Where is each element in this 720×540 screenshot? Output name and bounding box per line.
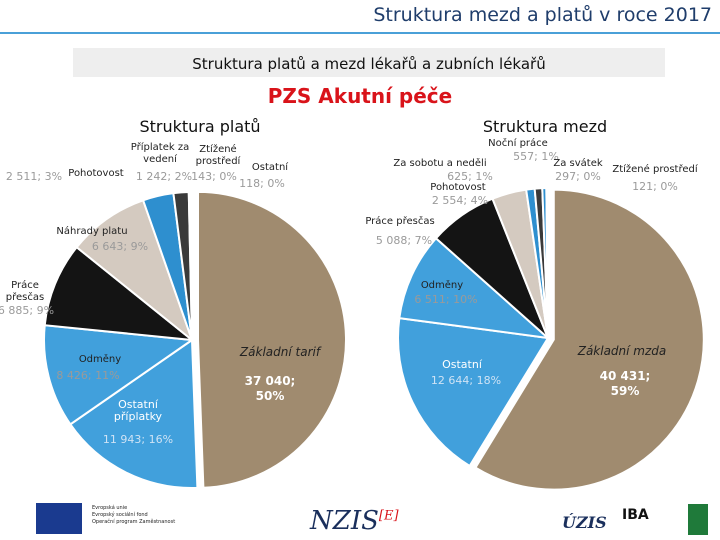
slice-value: 6 511; 10%: [414, 293, 477, 306]
slice-label: přesčas: [6, 291, 44, 303]
pie-slice: [68, 338, 199, 489]
slice-value: 6 885; 9%: [0, 304, 54, 317]
eu-text-line: Evropská unie: [92, 505, 128, 511]
slice-value: 143; 0%: [191, 170, 237, 183]
pie-slice: [196, 190, 347, 489]
slice-value: 121; 0%: [632, 180, 678, 193]
section-title: PZS Akutní péče: [267, 84, 453, 108]
slice-value: 12 644; 18%: [431, 374, 501, 387]
slice-value: 5 088; 7%: [376, 234, 432, 247]
slice-label: příplatky: [114, 410, 163, 423]
slice-label: Za sobotu a neděli: [393, 157, 486, 169]
iba-logo: IBA: [622, 507, 649, 523]
slice-label: Práce přesčas: [365, 215, 434, 227]
pie-slice: [545, 186, 549, 339]
slice-label: Práce: [11, 279, 39, 291]
title-divider: [0, 32, 720, 34]
pie-slice: [397, 317, 550, 468]
slice-value: 37 040;: [245, 374, 296, 388]
right-chart-title: Struktura mezd: [482, 117, 608, 136]
slice-label: Noční práce: [488, 137, 548, 149]
slice-value: 6 643; 9%: [92, 240, 148, 253]
slice-label: Ztížené: [199, 143, 236, 155]
slice-label: Ostatní: [442, 358, 483, 371]
pie-slice: [189, 190, 193, 341]
slice-label: Za svátek: [553, 157, 602, 169]
slice-value: 40 431;: [600, 369, 651, 383]
pie-slice: [398, 236, 552, 340]
slice-label: prostředí: [196, 155, 242, 167]
slice-value: 297; 0%: [555, 170, 601, 183]
subtitle-band: [73, 48, 665, 77]
slice-label: Náhrady platu: [56, 225, 127, 237]
eu-text-line: Operační program Zaměstnanost: [92, 519, 176, 525]
slice-label: Ostatní: [252, 161, 289, 173]
slice-label: Pohotovost: [430, 182, 486, 193]
slice-label: Ztížené prostředí: [612, 163, 699, 175]
slice-value: 2 554; 4%: [432, 194, 488, 207]
slice-label: vedení: [143, 153, 178, 165]
mu-logo: [688, 504, 708, 535]
pie-slice: [75, 199, 195, 343]
slice-label: Odměny: [421, 279, 463, 291]
subtitle: Struktura platů a mezd lékařů a zubních …: [192, 55, 546, 73]
pie-slice: [43, 245, 196, 342]
pie-wage: [397, 186, 705, 491]
main-title: Struktura mezd a platů v roce 2017: [373, 4, 712, 26]
slice-value: 11 943; 16%: [103, 433, 173, 446]
slice-label: Ostatní: [118, 398, 159, 411]
pie-salary: [43, 190, 347, 489]
slice-label: Základní tarif: [239, 345, 322, 359]
eu-text: Evropská unie Evropský sociální fond Ope…: [92, 505, 212, 526]
slice-value: 118; 0%: [239, 177, 285, 190]
pie-wage-labels: Základní mzda 40 431;59% Ostatní 12 644; 18…: [365, 137, 699, 398]
nzis-logo: NZIS[E]: [310, 506, 399, 536]
eu-flag-icon: [36, 503, 82, 534]
nzis-logo-sup: [E]: [378, 508, 399, 524]
slice-label: Základní mzda: [577, 344, 667, 358]
slice-pct: 50%: [256, 389, 285, 403]
pie-slice: [43, 324, 195, 426]
slice-value: 625; 1%: [447, 170, 493, 183]
slice-value: 1 242; 2%: [136, 170, 192, 183]
uzis-logo: ÚZIS: [562, 513, 607, 532]
slice-value: 2 511; 3%: [6, 170, 62, 183]
pie-slice: [474, 188, 705, 491]
slice-label: Odměny: [79, 353, 121, 365]
slice-value: 8 426; 11%: [56, 369, 119, 382]
slice-pct: 59%: [611, 384, 640, 398]
eu-text-line: Evropský sociální fond: [92, 512, 148, 518]
left-chart-title: Struktura platů: [139, 117, 261, 136]
nzis-logo-text: NZIS: [310, 506, 379, 536]
slice-value: 557; 1%: [513, 150, 559, 163]
slice-label: Příplatek za: [131, 141, 189, 153]
slice-label: Pohotovost: [68, 168, 124, 179]
